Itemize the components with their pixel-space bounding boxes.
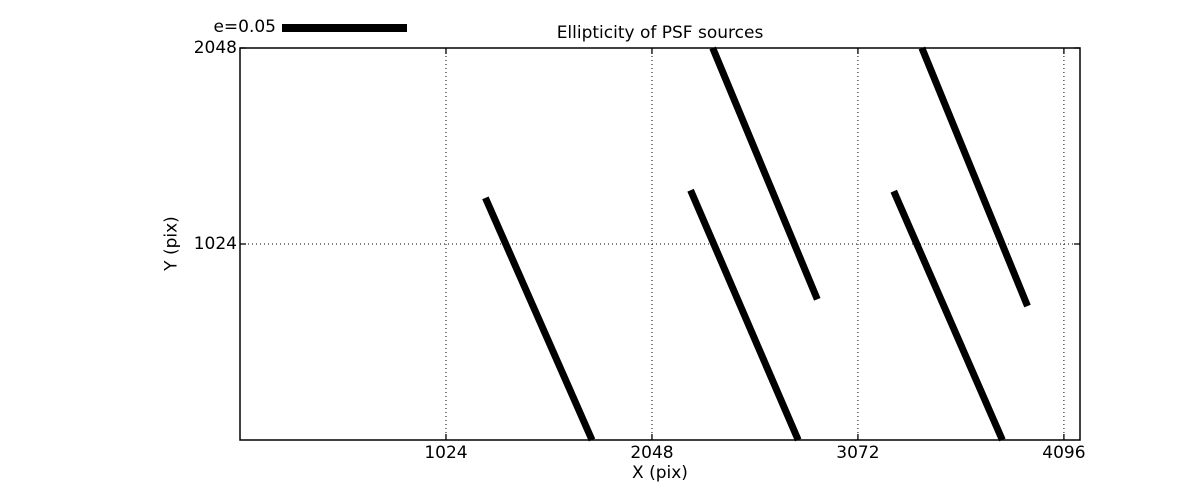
x-tick-label: 3072 bbox=[836, 443, 880, 463]
ellipticity-whisker bbox=[709, 46, 821, 301]
chart-title: Ellipticity of PSF sources bbox=[556, 23, 764, 43]
ellipticity-whisker bbox=[890, 189, 1006, 442]
y-axis-label: Y (pix) bbox=[161, 216, 182, 271]
ellipticity-whisker bbox=[482, 196, 596, 442]
x-tick-label: 4096 bbox=[1042, 443, 1086, 463]
legend-label: e=0.05 bbox=[213, 17, 276, 37]
y-tick-label: 1024 bbox=[193, 233, 237, 254]
x-axis-label: X (pix) bbox=[632, 463, 688, 483]
ellipticity-whisker bbox=[918, 46, 1031, 308]
x-tick-label: 1024 bbox=[424, 443, 468, 463]
x-tick-label: 2048 bbox=[630, 443, 674, 463]
y-tick-label: 2048 bbox=[193, 37, 237, 58]
ellipticity-whisker bbox=[687, 188, 802, 442]
legend-key-bar bbox=[282, 24, 407, 32]
